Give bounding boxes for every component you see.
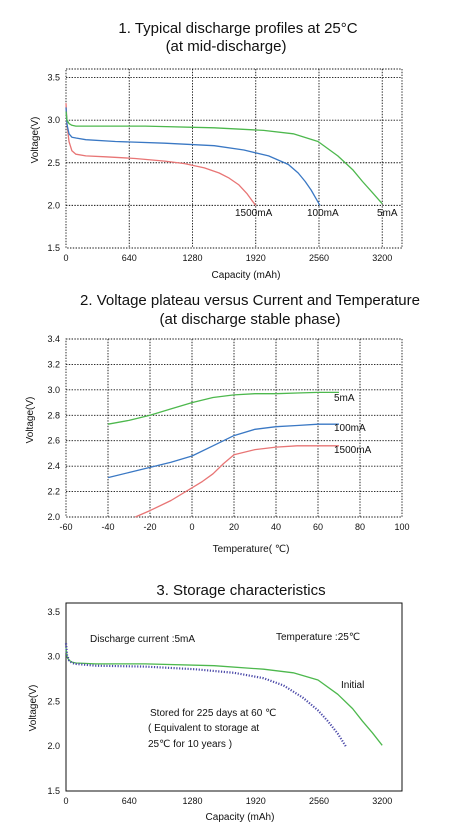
chart-3-xlabel: Capacity (mAh) bbox=[206, 812, 275, 823]
chart-2-label-100mA: 100mA bbox=[334, 423, 366, 434]
x-tick-label: 1280 bbox=[182, 796, 202, 806]
y-tick-label: 3.2 bbox=[47, 359, 60, 369]
x-tick-label: -60 bbox=[59, 522, 72, 532]
chart-1-lines bbox=[65, 103, 383, 206]
y-tick-label: 3.5 bbox=[47, 73, 60, 83]
chart-1-ylabel: Voltage(V) bbox=[30, 117, 41, 164]
x-tick-label: 0 bbox=[63, 796, 68, 806]
chart-3-discharge-current: Discharge current :5mA bbox=[90, 634, 195, 645]
chart-3-stored-line-1: Stored for 225 days at 60 ℃ bbox=[150, 708, 276, 719]
chart-2-title: 2. Voltage plateau versus Current and Te… bbox=[80, 292, 420, 309]
x-tick-label: 20 bbox=[229, 522, 239, 532]
chart-2-tick-labels: -60 -40 -20 0 20 40 60 80 100 2.0 2.2 2.4 2.6 2.8 3.0 3… bbox=[47, 334, 409, 532]
chart-3-tick-labels: 0 640 1280 1920 2560 3200 1.5 2.0 2.5 3.0 3.5 bbox=[47, 607, 392, 806]
x-tick-label: 640 bbox=[122, 253, 137, 263]
x-tick-label: 100 bbox=[394, 522, 409, 532]
chart-1-label-5mA: 5mA bbox=[377, 208, 398, 219]
y-tick-label: 3.0 bbox=[47, 385, 60, 395]
y-tick-label: 3.5 bbox=[47, 607, 60, 617]
chart-3-stored-line-2: ( Equivalent to storage at bbox=[148, 723, 259, 734]
x-tick-label: 640 bbox=[122, 796, 137, 806]
y-tick-label: 2.0 bbox=[47, 200, 60, 210]
chart-1-tick-labels: 0 640 1280 1920 2560 3200 1.5 2.0 2.5 3.0 3.5 bbox=[47, 73, 392, 263]
y-tick-label: 1.5 bbox=[47, 786, 60, 796]
chart-3: 3. Storage characteristics 0 640 1280 1920 2… bbox=[28, 582, 403, 823]
chart-2-grid bbox=[65, 338, 403, 518]
series-line-5ma bbox=[107, 391, 339, 425]
y-tick-label: 2.4 bbox=[47, 461, 60, 471]
series-line-initial bbox=[65, 647, 383, 746]
y-tick-label: 2.5 bbox=[47, 696, 60, 706]
x-tick-label: 1280 bbox=[182, 253, 202, 263]
chart-3-label-initial: Initial bbox=[341, 680, 364, 691]
chart-1-label-1500mA: 1500mA bbox=[235, 208, 273, 219]
x-tick-label: 1920 bbox=[246, 796, 266, 806]
y-tick-label: 2.8 bbox=[47, 410, 60, 420]
x-tick-label: 80 bbox=[355, 522, 365, 532]
chart-3-ylabel: Voltage(V) bbox=[28, 685, 39, 732]
x-tick-label: 0 bbox=[189, 522, 194, 532]
y-tick-label: 2.0 bbox=[47, 512, 60, 522]
chart-3-stored-line-3: 25℃ for 10 years ) bbox=[148, 739, 232, 750]
y-tick-label: 2.6 bbox=[47, 436, 60, 446]
chart-2-subtitle: (at discharge stable phase) bbox=[160, 311, 341, 328]
chart-1-title: 1. Typical discharge profiles at 25°C bbox=[118, 20, 357, 37]
x-tick-label: 0 bbox=[63, 253, 68, 263]
x-tick-label: -20 bbox=[143, 522, 156, 532]
chart-1: 1. Typical discharge profiles at 25°C (a… bbox=[30, 20, 403, 281]
x-tick-label: -40 bbox=[101, 522, 114, 532]
x-tick-label: 40 bbox=[271, 522, 281, 532]
series-line-1500ma bbox=[135, 445, 339, 518]
x-tick-label: 3200 bbox=[372, 796, 392, 806]
x-tick-label: 2560 bbox=[309, 796, 329, 806]
series-line-1500ma bbox=[65, 103, 257, 206]
x-tick-label: 2560 bbox=[309, 253, 329, 263]
y-tick-label: 3.4 bbox=[47, 334, 60, 344]
chart-3-lines bbox=[64, 643, 383, 747]
y-tick-label: 1.5 bbox=[47, 243, 60, 253]
x-tick-label: 1920 bbox=[246, 253, 266, 263]
chart-1-subtitle: (at mid-discharge) bbox=[166, 38, 287, 55]
series-line-100ma bbox=[107, 423, 339, 479]
chart-1-grid bbox=[65, 68, 403, 249]
chart-1-label-100mA: 100mA bbox=[307, 208, 339, 219]
chart-2: 2. Voltage plateau versus Current and Te… bbox=[25, 292, 420, 555]
series-line-5ma bbox=[65, 111, 383, 205]
chart-2-label-1500mA: 1500mA bbox=[334, 445, 372, 456]
chart-1-xlabel: Capacity (mAh) bbox=[212, 270, 281, 281]
y-tick-label: 2.0 bbox=[47, 741, 60, 751]
y-tick-label: 2.2 bbox=[47, 487, 60, 497]
chart-2-xlabel: Temperature( ℃) bbox=[213, 544, 290, 555]
x-tick-label: 60 bbox=[313, 522, 323, 532]
chart-2-lines bbox=[107, 391, 339, 518]
chart-2-label-5mA: 5mA bbox=[334, 393, 355, 404]
plot-border bbox=[65, 68, 403, 249]
series-line-100ma bbox=[65, 107, 321, 206]
x-tick-label: 3200 bbox=[372, 253, 392, 263]
y-tick-label: 3.0 bbox=[47, 652, 60, 662]
chart-2-ylabel: Voltage(V) bbox=[25, 397, 36, 444]
chart-3-title: 3. Storage characteristics bbox=[156, 582, 325, 599]
y-tick-label: 3.0 bbox=[47, 115, 60, 125]
y-tick-label: 2.5 bbox=[47, 158, 60, 168]
plot-border bbox=[65, 602, 403, 792]
chart-3-temperature: Temperature :25℃ bbox=[276, 632, 360, 643]
chart-3-frame bbox=[65, 602, 403, 792]
